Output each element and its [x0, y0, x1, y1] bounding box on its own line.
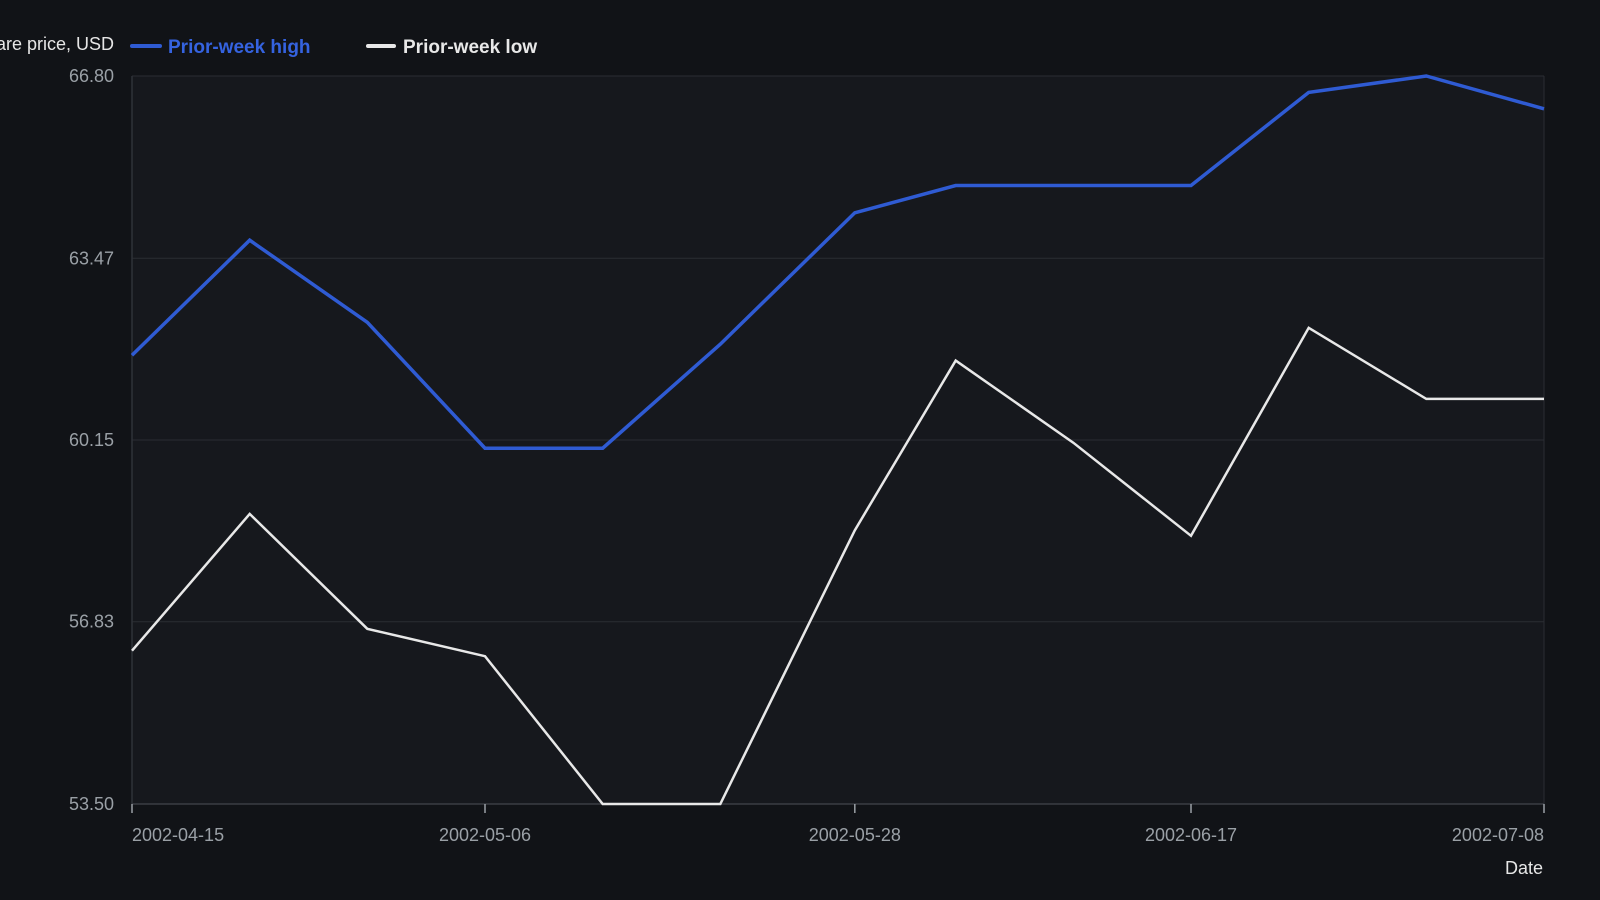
x-tick-label: 2002-05-06 [439, 825, 531, 845]
y-axis-title: Share price, USD [0, 34, 114, 54]
y-tick-label: 66.80 [69, 66, 114, 86]
y-tick-label: 60.15 [69, 430, 114, 450]
tick-labels: 53.50 56.83 60.15 63.47 66.80 2002-04-15 2002-… [69, 66, 1544, 845]
axes [131, 76, 1545, 813]
y-tick-label: 53.50 [69, 794, 114, 814]
x-tick-label: 2002-04-15 [132, 825, 224, 845]
x-tick-label: 2002-07-08 [1452, 825, 1544, 845]
y-tick-label: 56.83 [69, 612, 114, 632]
legend-label-low: Prior-week low [403, 37, 537, 58]
series-line-low [131, 326, 1544, 806]
x-axis-title: Date [1505, 858, 1543, 878]
legend: Prior-week high Prior-week low [130, 37, 537, 58]
x-tick-label: 2002-06-17 [1145, 825, 1237, 845]
x-tick-label: 2002-05-28 [809, 825, 901, 845]
y-tick-label: 63.47 [69, 248, 114, 268]
series-line-high [130, 74, 1545, 450]
series-lines [130, 74, 1545, 806]
legend-label-high: Prior-week high [168, 37, 311, 58]
